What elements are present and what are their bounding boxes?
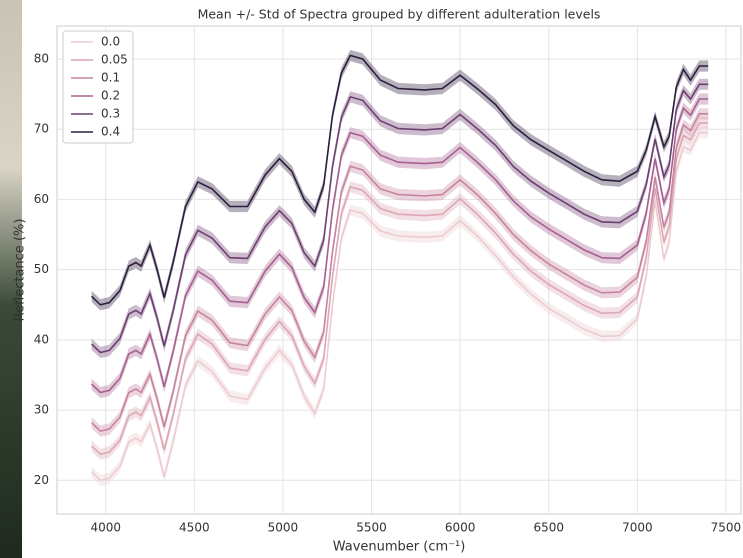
x-tick-label: 4000 [90,521,121,535]
y-tick-label: 80 [34,52,49,66]
series-line [91,113,709,432]
x-tick-label: 5500 [356,521,387,535]
legend-box [62,30,134,144]
series-line [91,83,709,354]
std-band [91,127,709,486]
bands [91,49,709,486]
legend-label: 0.2 [101,89,120,103]
y-tick-label: 20 [34,473,49,487]
y-tick-label: 40 [34,332,49,346]
std-band [91,93,709,399]
legend-label: 0.0 [101,35,120,49]
x-tick-label: 7000 [622,521,653,535]
grid [57,26,741,514]
x-tick-label: 7500 [711,521,742,535]
series-line [91,131,709,482]
legend-label: 0.3 [101,107,120,121]
series-line [91,54,709,306]
x-axis-label: Wavenumber (cm⁻¹) [333,540,466,555]
y-tick-label: 70 [34,122,49,136]
legend-label: 0.05 [101,53,128,67]
legend-label: 0.1 [101,71,120,85]
lines [91,54,709,482]
background-photo [0,0,22,558]
x-tick-label: 6000 [445,521,476,535]
legend-label: 0.4 [101,125,120,139]
series-line [91,98,709,394]
y-axis-label: Reflectance (%) [13,219,28,322]
x-tick-label: 5000 [268,521,299,535]
y-tick-label: 50 [34,262,49,276]
std-band [91,117,709,460]
series-line [91,122,709,456]
legend: 0.0 0.05 0.1 0.2 0.3 0.4 [62,30,134,144]
y-tick-label: 60 [34,192,49,206]
y-tick-label: 30 [34,403,49,417]
x-tick-label: 4500 [179,521,210,535]
chart-title: Mean +/- Std of Spectra grouped by diffe… [198,7,601,22]
std-band [91,78,709,359]
x-tick-label: 6500 [533,521,564,535]
